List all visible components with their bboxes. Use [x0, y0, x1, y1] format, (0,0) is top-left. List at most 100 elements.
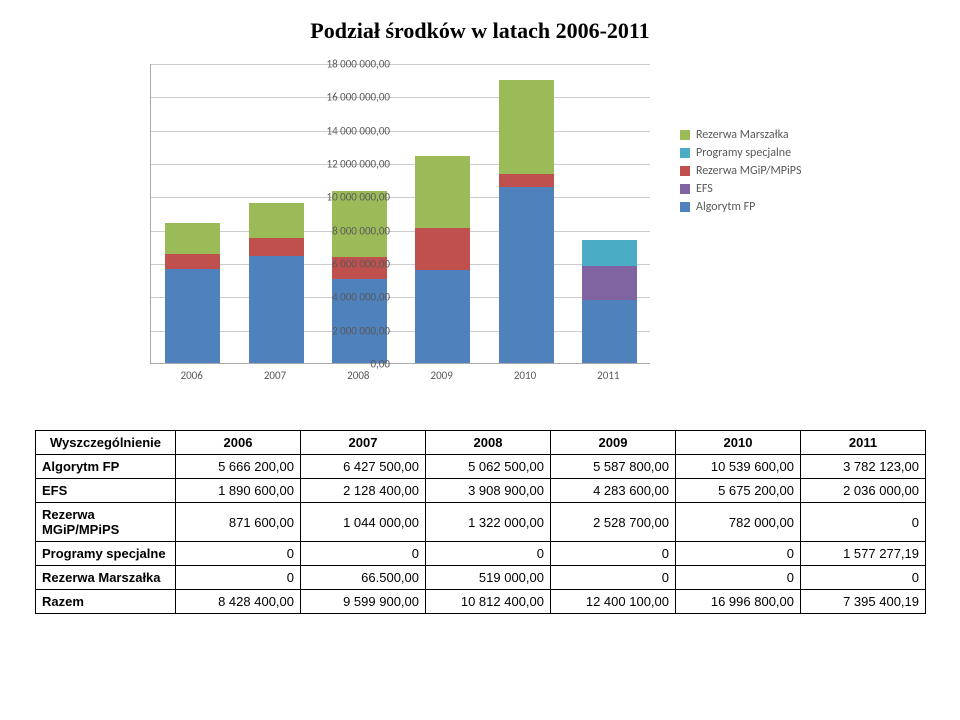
bar-segment [249, 256, 304, 363]
table-row: Programy specjalne000001 577 277,19 [36, 542, 926, 566]
table-cell: 10 812 400,00 [426, 590, 551, 614]
y-tick-label: 14 000 000,00 [250, 124, 390, 137]
table-cell: 3 782 123,00 [801, 455, 926, 479]
bar-segment [415, 270, 470, 363]
x-tick-label: 2011 [597, 369, 619, 382]
bar [499, 80, 554, 363]
table-cell: 0 [426, 542, 551, 566]
bar-segment [165, 254, 220, 269]
chart: 0,002 000 000,004 000 000,006 000 000,00… [60, 64, 900, 394]
legend-swatch [680, 166, 690, 176]
gridline [151, 297, 650, 298]
legend-label: Programy specjalne [696, 146, 791, 160]
table-row: Algorytm FP5 666 200,006 427 500,005 062… [36, 455, 926, 479]
table-cell: 0 [676, 566, 801, 590]
gridline [151, 331, 650, 332]
table-cell: 5 666 200,00 [176, 455, 301, 479]
table-cell: 0 [301, 542, 426, 566]
plot-area [150, 64, 650, 364]
table-cell: 7 395 400,19 [801, 590, 926, 614]
row-label: EFS [36, 479, 176, 503]
table-cell: 8 428 400,00 [176, 590, 301, 614]
bar-segment [582, 240, 637, 266]
bar [332, 191, 387, 363]
table-cell: 1 044 000,00 [301, 503, 426, 542]
table-cell: 871 600,00 [176, 503, 301, 542]
y-tick-label: 16 000 000,00 [250, 91, 390, 104]
legend-item: Algorytm FP [680, 200, 801, 214]
y-tick-label: 6 000 000,00 [250, 258, 390, 271]
table-cell: 1 577 277,19 [801, 542, 926, 566]
y-tick-label: 12 000 000,00 [250, 158, 390, 171]
gridline [151, 164, 650, 165]
table-cell: 519 000,00 [426, 566, 551, 590]
table-header-cell: 2006 [176, 431, 301, 455]
table-cell: 10 539 600,00 [676, 455, 801, 479]
bar-segment [415, 156, 470, 227]
legend-label: Algorytm FP [696, 200, 755, 214]
row-label: Programy specjalne [36, 542, 176, 566]
legend-label: EFS [696, 182, 713, 196]
table-cell: 0 [801, 503, 926, 542]
table-cell: 0 [176, 566, 301, 590]
row-label: Rezerwa MGiP/MPiPS [36, 503, 176, 542]
table-cell: 0 [551, 566, 676, 590]
y-tick-label: 10 000 000,00 [250, 191, 390, 204]
bar-segment [499, 174, 554, 187]
bar-segment [499, 187, 554, 363]
legend-swatch [680, 184, 690, 194]
page-title: Podział środków w latach 2006-2011 [0, 0, 960, 44]
bar [415, 156, 470, 363]
table-row: Rezerwa Marszałka066.500,00519 000,00000 [36, 566, 926, 590]
gridline [151, 264, 650, 265]
bar-segment [165, 269, 220, 363]
y-tick-label: 4 000 000,00 [250, 291, 390, 304]
bar [165, 223, 220, 363]
table-header-cell: 2010 [676, 431, 801, 455]
table-cell: 2 528 700,00 [551, 503, 676, 542]
gridline [151, 97, 650, 98]
table-cell: 1 322 000,00 [426, 503, 551, 542]
gridline [151, 197, 650, 198]
table-cell: 5 062 500,00 [426, 455, 551, 479]
bar-segment [165, 223, 220, 255]
table-header-cell: 2009 [551, 431, 676, 455]
table-header-cell: Wyszczególnienie [36, 431, 176, 455]
table-cell: 0 [676, 542, 801, 566]
legend-item: Rezerwa Marszałka [680, 128, 801, 142]
gridline [151, 131, 650, 132]
table-cell: 16 996 800,00 [676, 590, 801, 614]
row-label: Rezerwa Marszałka [36, 566, 176, 590]
table-cell: 0 [801, 566, 926, 590]
table-cell: 0 [176, 542, 301, 566]
table-cell: 4 283 600,00 [551, 479, 676, 503]
table-cell: 3 908 900,00 [426, 479, 551, 503]
table-header-cell: 2008 [426, 431, 551, 455]
legend-label: Rezerwa Marszałka [696, 128, 789, 142]
legend-item: Rezerwa MGiP/MPiPS [680, 164, 801, 178]
y-tick-label: 8 000 000,00 [250, 224, 390, 237]
gridline [151, 64, 650, 65]
bar-segment [249, 238, 304, 255]
table-cell: 12 400 100,00 [551, 590, 676, 614]
bar-segment [582, 266, 637, 300]
x-tick-label: 2007 [264, 369, 286, 382]
legend-swatch [680, 202, 690, 212]
gridline [151, 231, 650, 232]
table-cell: 2 036 000,00 [801, 479, 926, 503]
x-tick-label: 2006 [181, 369, 203, 382]
legend-item: EFS [680, 182, 801, 196]
table-cell: 5 587 800,00 [551, 455, 676, 479]
x-tick-label: 2010 [514, 369, 536, 382]
table-header-cell: 2011 [801, 431, 926, 455]
x-tick-label: 2008 [347, 369, 369, 382]
legend-label: Rezerwa MGiP/MPiPS [696, 164, 801, 178]
table-cell: 0 [551, 542, 676, 566]
table-row: Rezerwa MGiP/MPiPS871 600,001 044 000,00… [36, 503, 926, 542]
bar-segment [582, 300, 637, 363]
table-cell: 9 599 900,00 [301, 590, 426, 614]
data-table: Wyszczególnienie200620072008200920102011… [35, 430, 925, 614]
legend-swatch [680, 130, 690, 140]
x-tick-label: 2009 [431, 369, 453, 382]
table-header-cell: 2007 [301, 431, 426, 455]
